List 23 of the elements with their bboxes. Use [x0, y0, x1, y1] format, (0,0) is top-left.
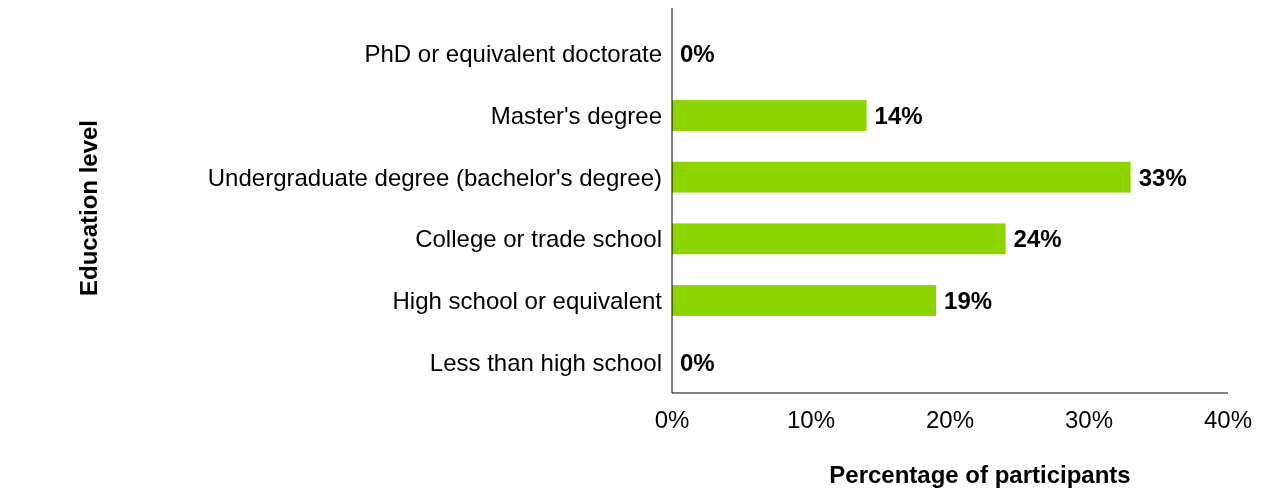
y-tick-label: PhD or equivalent doctorate	[364, 40, 662, 68]
y-tick-label: Master's degree	[490, 102, 662, 129]
bar	[672, 223, 1006, 255]
data-label: 0%	[680, 40, 715, 68]
x-tick-label: 20%	[925, 406, 975, 433]
data-label: 33%	[1138, 163, 1187, 191]
data-label: 0%	[680, 348, 715, 376]
y-axis-title: Education level	[74, 119, 102, 297]
y-tick-label: High school or equivalent	[392, 287, 663, 314]
x-tick-label: 30%	[1064, 406, 1114, 433]
x-axis-title: Percentage of participants	[829, 461, 1131, 488]
bar	[672, 285, 937, 316]
y-tick-label: Undergraduate degree (bachelor's degree)	[207, 163, 662, 191]
bar	[672, 161, 1131, 193]
data-label: 14%	[874, 102, 923, 129]
x-tick-label: 0%	[654, 406, 690, 433]
data-label: 19%	[944, 287, 993, 314]
data-label: 24%	[1013, 225, 1062, 253]
y-tick-label: College or trade school	[415, 225, 662, 253]
bar	[672, 100, 867, 131]
x-tick-label: 40%	[1203, 406, 1253, 433]
y-tick-label: Less than high school	[429, 348, 662, 376]
x-tick-label: 10%	[786, 406, 836, 433]
